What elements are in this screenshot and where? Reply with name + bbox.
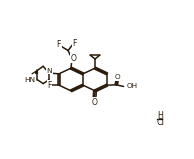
Text: Cl: Cl [157,118,165,127]
Text: HN: HN [24,76,35,83]
Text: F: F [48,81,52,90]
Text: F: F [57,40,61,49]
Text: H: H [158,111,164,120]
Text: N: N [47,68,52,74]
Text: O: O [71,54,76,63]
Text: OH: OH [126,83,138,89]
Text: O: O [115,74,120,80]
Text: F: F [72,39,76,48]
Text: O: O [92,98,97,107]
